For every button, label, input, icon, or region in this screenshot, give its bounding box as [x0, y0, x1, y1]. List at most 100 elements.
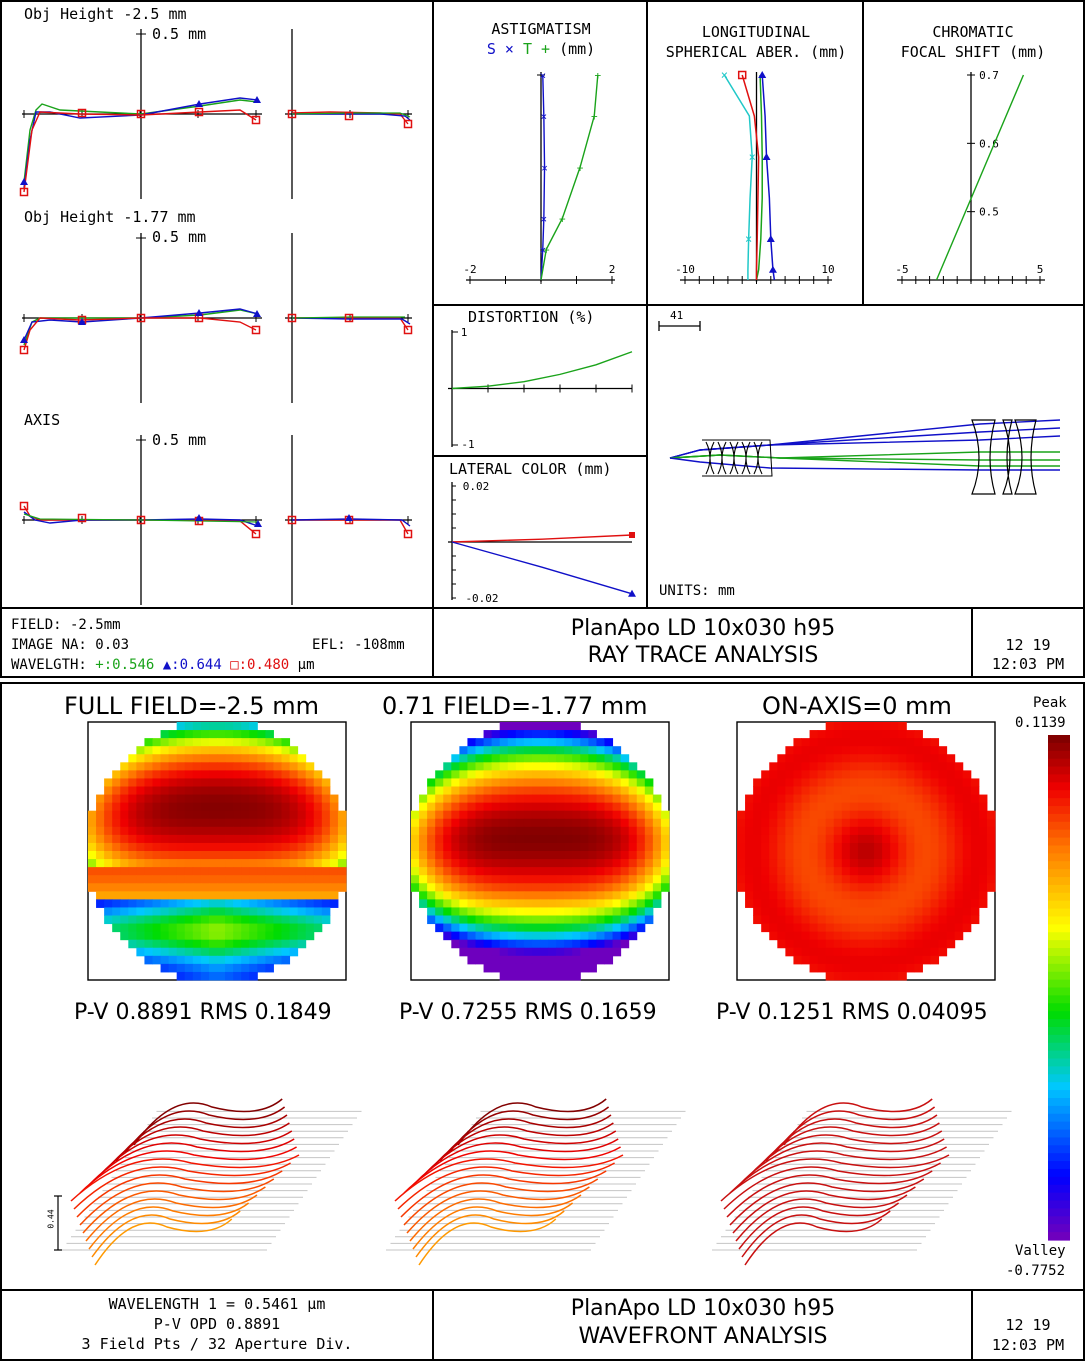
wavefront-cell [531, 955, 541, 965]
wavefront-cell [523, 899, 533, 908]
colorbar-step [1048, 798, 1070, 807]
wavefront-cell [467, 931, 476, 941]
wavefront-cell [200, 730, 210, 739]
wavefront-cell [556, 859, 565, 868]
wavefront-cell [321, 778, 331, 787]
wavefront-cell [970, 883, 980, 892]
wavefront-cell [515, 738, 525, 747]
wavefront-cell [596, 834, 605, 844]
wavefront-cell [104, 875, 113, 884]
lateral-color-title: LATERAL COLOR (mm) [449, 460, 612, 478]
wavefront-cell [777, 891, 786, 900]
wavefront-cell [564, 818, 573, 828]
wavefront-cell [144, 883, 153, 892]
wavefront-cell [200, 923, 210, 933]
wavefront-cell [491, 786, 501, 796]
wavefront-cell [769, 867, 778, 876]
wavefront-cell [225, 851, 234, 860]
fan-mid-blue-triangle [253, 310, 261, 317]
colorbar-step [1048, 1026, 1070, 1036]
wavefront-cell [128, 915, 137, 925]
wavefront-cell [128, 851, 137, 860]
wavefront-cell [96, 899, 105, 908]
wavefront-cell [531, 859, 541, 868]
wavefront-cell [660, 883, 670, 892]
wavefront-cell [112, 899, 121, 908]
wavefront-cell [874, 778, 883, 787]
wavefront-cell [451, 818, 460, 828]
wavefront-cell [604, 762, 614, 771]
wavefront-map-2 [736, 721, 996, 981]
wavefront-cell [144, 754, 153, 763]
ray-trace-panel [0, 0, 1085, 678]
spher-cyan-marker: × [745, 232, 752, 246]
wavefront-cell [857, 722, 867, 731]
wavefront-cell [540, 875, 549, 884]
wavefront-cell [176, 770, 186, 779]
wavefront-cell [176, 826, 186, 836]
wavefront-cell [531, 947, 541, 957]
wavefront-cell [817, 818, 827, 828]
wavefront-cell [970, 818, 980, 828]
wavefront-cell [217, 851, 226, 860]
colorbar-step [1048, 1058, 1070, 1068]
wavefront-cell [866, 907, 875, 916]
wavefront-cell [857, 770, 867, 779]
wavefront-cell [443, 851, 452, 860]
wavefront-cell [785, 810, 794, 820]
wavefront-cell [184, 794, 194, 804]
wavefront-cell [882, 770, 891, 779]
wavefront-cell [946, 907, 956, 916]
wavefront-cell [652, 842, 662, 852]
wavefront-cell [176, 730, 186, 739]
wavefront-cell [777, 875, 786, 884]
wavefront-cell [128, 899, 137, 908]
wavefront-cell [761, 923, 770, 933]
iso-surface-1 [386, 1098, 686, 1266]
wavefront-cell [793, 923, 802, 933]
wavefront-cell [475, 955, 485, 965]
wavefront-cell [596, 754, 605, 763]
wavefront-cell [874, 810, 883, 820]
wavefront-cell [769, 786, 778, 796]
fan-full-blue-triangle [20, 178, 28, 185]
colorbar-valley-label: Valley [1015, 1243, 1066, 1259]
wavefront-cell [208, 891, 218, 900]
wavefront-cell [588, 786, 597, 796]
wavefront-cell [930, 786, 940, 796]
wavefront-cell [467, 947, 476, 957]
wavefront-cell [825, 826, 835, 836]
wavefront-cell [411, 842, 420, 852]
wavefront-cell [104, 899, 113, 908]
wavefront-cell [946, 867, 956, 876]
wavefront-cell [841, 810, 851, 820]
wavefront-cell [515, 939, 525, 949]
wavefront-cell [208, 842, 218, 852]
wavefront-cell [419, 891, 428, 900]
wavefront-cell [761, 810, 770, 820]
wavefront-cell [930, 923, 940, 933]
wavefront-cell [745, 818, 754, 828]
wavefront-cell [874, 907, 883, 916]
wavefront-cell [962, 778, 972, 787]
wavefront-cell [160, 891, 170, 900]
wavefront-cell [946, 915, 956, 925]
wavefront-cell [777, 778, 786, 787]
wavefront-cell [986, 851, 996, 860]
wavefront-cell [241, 867, 250, 876]
wavefront-cell [305, 891, 315, 900]
wavefront-cell [265, 963, 274, 973]
wavefront-cell [580, 891, 589, 900]
wavefront-cell [257, 915, 266, 925]
wavefront-cell [930, 746, 940, 755]
wavefront-cell [152, 754, 162, 763]
wavefront-cell [507, 859, 517, 868]
wavefront-cell [946, 778, 956, 787]
wavefront-cell [596, 746, 605, 755]
wavefront-cell [761, 875, 770, 884]
wavefront-cell [451, 931, 460, 941]
wavefront-cell [257, 730, 266, 739]
wavefront-cell [168, 851, 178, 860]
astig-marker-S: × [541, 110, 548, 123]
wavefront-cell [548, 955, 557, 965]
